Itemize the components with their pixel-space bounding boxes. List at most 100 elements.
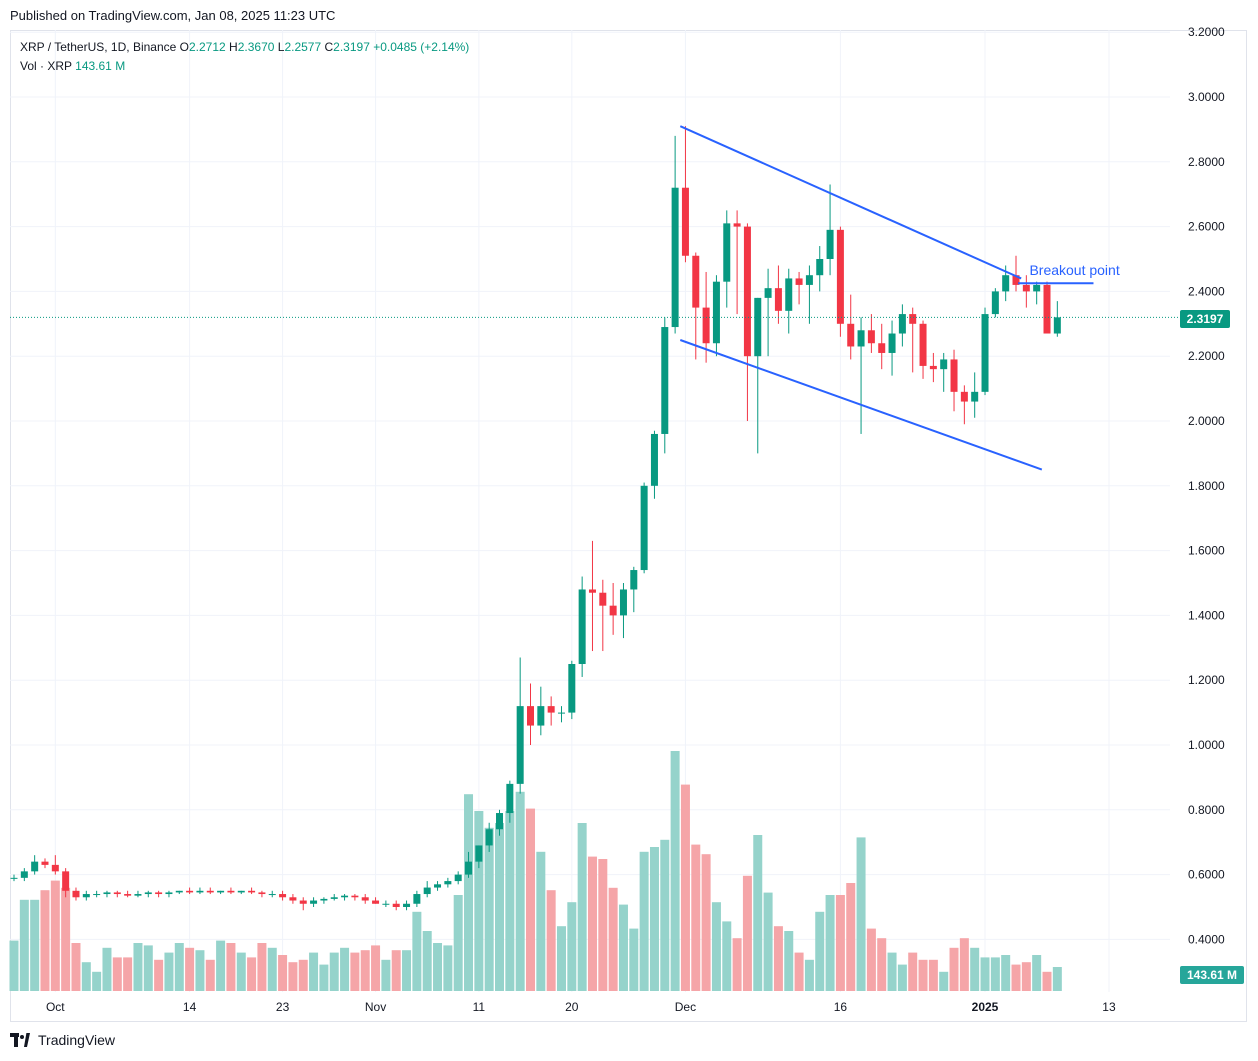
volume-bar — [980, 957, 990, 991]
legend-volume-row: Vol · XRP 143.61 M — [20, 57, 469, 76]
change-value: +0.0485 (+2.14%) — [373, 40, 470, 54]
candle-body — [1043, 284, 1051, 334]
candlesticks — [10, 126, 1061, 911]
candle-body — [258, 892, 266, 895]
candle-body — [248, 890, 256, 893]
volume-bar — [722, 921, 732, 991]
candle-body — [640, 485, 648, 571]
volume-bar — [587, 856, 597, 991]
chart-legend: XRP / TetherUS, 1D, Binance O2.2712 H2.3… — [20, 38, 469, 76]
candle-body — [630, 570, 638, 590]
candle-body — [805, 275, 813, 285]
volume-bar — [19, 899, 29, 991]
tradingview-logo-icon — [10, 1033, 32, 1047]
candle-body — [465, 861, 473, 875]
candle-body — [919, 323, 927, 366]
candle-body — [981, 314, 989, 392]
volume-bars — [9, 751, 1062, 991]
volume-bar — [536, 851, 546, 991]
volume-bar — [794, 952, 804, 991]
volume-bar — [1001, 955, 1011, 991]
volume-bar — [866, 928, 876, 991]
volume-bar — [639, 851, 649, 991]
volume-bar — [216, 940, 226, 991]
candle-body — [712, 281, 720, 344]
volume-bar — [1032, 955, 1042, 991]
candle-body — [1033, 284, 1041, 292]
time-tick-label: Nov — [365, 1000, 386, 1014]
volume-bar — [9, 940, 19, 991]
volume-bar — [928, 959, 938, 991]
candle-body — [971, 391, 979, 402]
volume-bar — [205, 959, 215, 991]
candle-body — [609, 605, 617, 616]
volume-bar — [526, 808, 535, 991]
volume-bar — [340, 947, 350, 991]
volume-bar — [412, 911, 422, 991]
candle-body — [351, 895, 359, 898]
footer[interactable]: TradingView — [10, 1032, 115, 1048]
volume-bar — [556, 926, 566, 991]
price-axis: 3.2000 3.0000 2.8000 2.6000 2.4000 2.2000 2.00… — [1188, 25, 1225, 946]
volume-bar — [350, 952, 360, 991]
volume-bar — [835, 895, 845, 991]
candle-body — [113, 892, 121, 895]
volume-bar — [247, 957, 257, 991]
volume-bar — [288, 962, 298, 991]
close-label: C — [324, 40, 334, 54]
candle-body — [826, 229, 834, 259]
candle-body — [527, 706, 534, 726]
volume-bar — [92, 971, 102, 991]
candle-body — [31, 861, 39, 872]
volume-bar — [61, 887, 71, 991]
candle-body — [950, 359, 958, 392]
volume-bar — [949, 947, 959, 991]
volume-label: Vol · XRP — [20, 59, 72, 73]
candle-body — [403, 903, 411, 907]
candle-body — [588, 589, 596, 593]
volume-bar — [112, 957, 122, 991]
candle-body — [62, 871, 70, 891]
candle-body — [423, 887, 431, 895]
candle-body — [103, 892, 111, 895]
candle-body — [764, 288, 772, 298]
volume-bar — [309, 952, 319, 991]
candle-body — [785, 278, 793, 311]
candle-body — [847, 323, 855, 347]
candle-body — [134, 894, 142, 896]
volume-bar — [505, 811, 515, 991]
open-value: 2.2712 — [189, 40, 226, 54]
candle-body — [496, 813, 504, 830]
volume-bar — [371, 945, 381, 991]
volume-bar — [174, 943, 184, 991]
candle-body — [392, 903, 400, 907]
candle-body — [671, 187, 679, 328]
volume-bar — [763, 892, 773, 991]
candle-body — [878, 343, 886, 353]
time-tick-label: 13 — [1102, 1000, 1116, 1014]
volume-bar — [195, 950, 205, 991]
candle-body — [723, 223, 731, 282]
candle-body — [175, 890, 183, 893]
candle-body — [836, 229, 844, 324]
volume-bar — [784, 931, 794, 991]
volume-bar — [990, 957, 1000, 991]
volume-bar — [495, 823, 505, 991]
time-tick-label: 23 — [276, 1000, 290, 1014]
candle-body — [929, 365, 937, 370]
candle-body — [434, 884, 442, 888]
breakout-annotation: Breakout point — [1029, 262, 1119, 278]
volume-bar — [329, 952, 339, 991]
price-tick-label: 2.0000 — [1188, 414, 1225, 428]
candle-body — [227, 890, 235, 893]
candle-body — [124, 894, 132, 896]
candle-body — [1012, 275, 1020, 285]
candle-body — [217, 890, 225, 893]
candle-body — [681, 187, 689, 256]
volume-bar — [474, 811, 484, 991]
volume-bar — [629, 928, 639, 991]
volume-bar — [670, 751, 680, 991]
volume-bar — [154, 959, 164, 991]
candle-body — [661, 327, 669, 434]
